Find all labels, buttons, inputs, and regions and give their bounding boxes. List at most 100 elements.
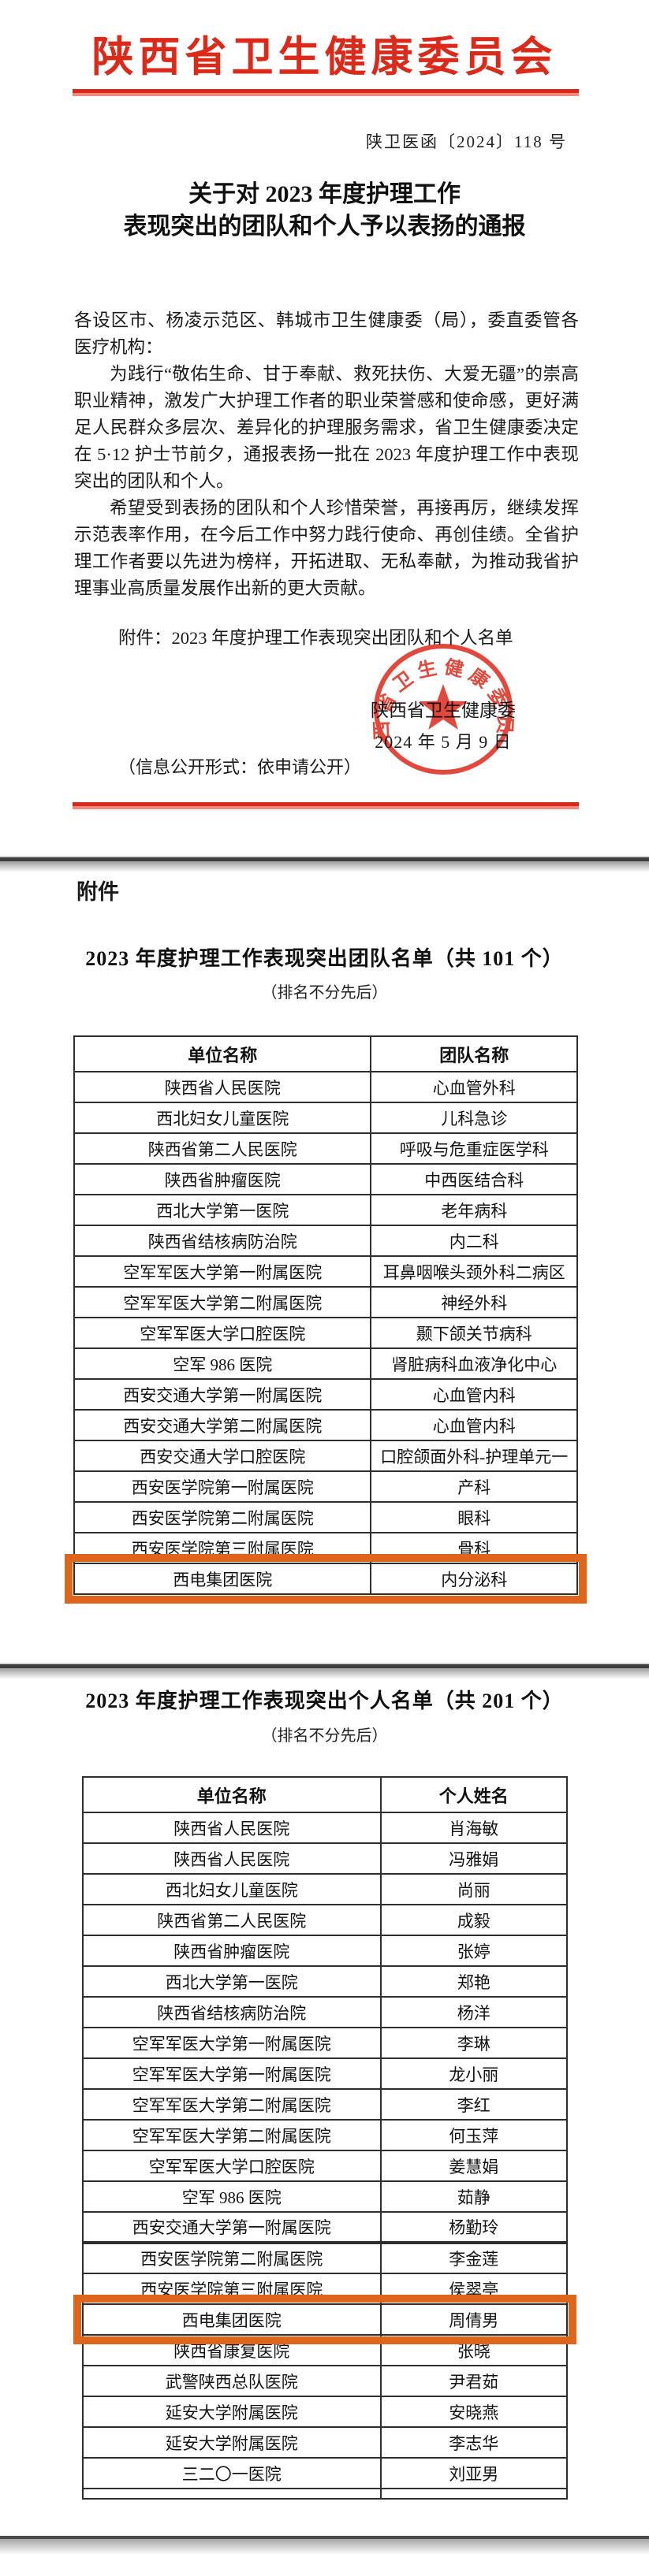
notice-title: 关于对 2023 年度护理工作 表现突出的团队和个人予以表扬的通报 <box>0 178 649 243</box>
value-cell: 周倩男 <box>379 2303 569 2336</box>
signing-date: 2024 年 5 月 9 日 <box>375 732 512 752</box>
unit-cell: 陕西省第二人民医院 <box>73 1132 372 1165</box>
cropped-table-row <box>82 2488 569 2500</box>
table-header-row: 单位名称 团队名称 <box>73 1035 578 1072</box>
table-row: 西安交通大学第一附属医院 心血管内科 <box>73 1378 578 1411</box>
table-header-row: 单位名称 个人姓名 <box>82 1776 569 1813</box>
table-row-highlighted: 西电集团医院 周倩男 <box>73 2295 576 2344</box>
value-cell: 茹静 <box>379 2180 569 2213</box>
unit-cell: 陕西省结核病防治院 <box>73 1225 372 1257</box>
unit-cell: 三二〇一医院 <box>82 2457 382 2489</box>
table-row: 西安医学院第一附属医院 产科 <box>73 1470 578 1503</box>
table-row: 陕西省第二人民医院 成毅 <box>82 1904 569 1936</box>
body-paragraph-1: 为践行“敬佑生命、甘于奉献、救死扶伤、大爱无疆”的崇高职业精神，激发广大护理工作… <box>74 364 579 491</box>
value-cell: 眼科 <box>370 1501 578 1533</box>
value-cell: 骨科 <box>370 1532 578 1564</box>
value-cell: 龙小丽 <box>379 2057 569 2090</box>
unit-cell: 西安医学院第二附属医院 <box>73 1501 372 1533</box>
value-cell: 李琳 <box>379 2027 569 2059</box>
table-row: 空军军医大学第二附属医院 神经外科 <box>73 1286 578 1318</box>
table-row: 西北大学第一医院 郑艳 <box>82 1965 569 1998</box>
value-cell: 尚丽 <box>379 1873 569 1905</box>
seal-star-icon <box>419 684 468 730</box>
table-row: 空军 986 医院 肾脏病科血液净化中心 <box>73 1347 578 1380</box>
value-cell: 刘亚男 <box>379 2457 569 2489</box>
table-row: 空军 986 医院 茹静 <box>82 2180 569 2213</box>
unit-cell: 空军 986 医院 <box>73 1347 372 1380</box>
unit-cell: 空军军医大学第二附属医院 <box>82 2119 382 2151</box>
value-cell: 中西医结合科 <box>370 1163 578 1195</box>
value-cell: 杨勤玲 <box>379 2211 569 2244</box>
value-cell: 内分泌科 <box>370 1563 578 1595</box>
salutation: 各设区市、杨凌示范区、韩城市卫生健康委（局），委直委管各医疗机构： <box>74 310 579 357</box>
unit-cell: 西安医学院第一附属医院 <box>73 1470 372 1503</box>
value-cell: 郑艳 <box>379 1965 569 1998</box>
table-row: 空军军医大学第一附属医院 耳鼻咽喉头颈外科二病区 <box>73 1255 578 1288</box>
value-cell: 颞下颌关节病科 <box>370 1317 578 1349</box>
value-cell: 尹君茹 <box>379 2365 569 2397</box>
table-row: 西安医学院第二附属医院 眼科 <box>73 1501 578 1533</box>
table-row: 陕西省肿瘤医院 张婷 <box>82 1935 569 1967</box>
table-row: 西安交通大学口腔医院 口腔颌面外科-护理单元一 <box>73 1440 578 1472</box>
table-row: 延安大学附属医院 安晓燕 <box>82 2396 569 2428</box>
table-row: 空军军医大学第二附属医院 何玉萍 <box>82 2119 569 2151</box>
unit-cell: 空军军医大学第一附属医院 <box>82 2057 382 2090</box>
document-number: 陕卫医函〔2024〕118 号 <box>366 132 567 151</box>
page-break-divider <box>0 856 649 872</box>
team-list-title: 2023 年度护理工作表现突出团队名单（共 101 个） <box>85 947 564 970</box>
individual-list-title: 2023 年度护理工作表现突出个人名单（共 201 个） <box>85 1689 564 1712</box>
value-cell: 张晓 <box>379 2334 569 2366</box>
value-cell: 李金莲 <box>379 2242 569 2274</box>
table-row-highlighted: 西电集团医院 内分泌科 <box>65 1554 587 1604</box>
unit-cell: 陕西省人民医院 <box>73 1071 372 1103</box>
image-bottom-edge <box>0 2536 649 2555</box>
table-row: 陕西省结核病防治院 内二科 <box>73 1225 578 1257</box>
table-row: 陕西省人民医院 心血管外科 <box>73 1071 578 1103</box>
unit-cell: 陕西省结核病防治院 <box>82 1996 382 2028</box>
table-row: 陕西省肿瘤医院 中西医结合科 <box>73 1163 578 1195</box>
value-cell: 杨洋 <box>379 1996 569 2028</box>
table-row: 陕西省人民医院 冯雅娟 <box>82 1842 569 1875</box>
unit-cell: 陕西省第二人民医院 <box>82 1904 382 1936</box>
unit-cell: 空军 986 医院 <box>82 2180 382 2213</box>
value-cell: 神经外科 <box>370 1286 578 1318</box>
value-cell: 内二科 <box>370 1225 578 1257</box>
table-row: 空军军医大学第二附属医院 李红 <box>82 2088 569 2121</box>
unit-cell: 西安医学院第三附属医院 <box>82 2273 382 2305</box>
unit-cell: 西安医学院第二附属医院 <box>82 2242 382 2274</box>
value-cell: 何玉萍 <box>379 2119 569 2151</box>
value-cell: 张婷 <box>379 1935 569 1967</box>
unit-cell: 西北大学第一医院 <box>73 1194 372 1226</box>
unit-cell: 陕西省肿瘤医院 <box>73 1163 372 1195</box>
unit-cell: 西北大学第一医院 <box>82 1965 382 1998</box>
value-cell: 李红 <box>379 2088 569 2121</box>
value-cell: 耳鼻咽喉头颈外科二病区 <box>370 1255 578 1288</box>
table-row: 西北大学第一医院 老年病科 <box>73 1194 578 1226</box>
value-cell: 产科 <box>370 1470 578 1503</box>
notice-body: 各设区市、杨凌示范区、韩城市卫生健康委（局），委直委管各医疗机构： 为践行“敬佑… <box>74 307 579 602</box>
table-row: 西安交通大学第二附属医院 心血管内科 <box>73 1409 578 1441</box>
attachment-label: 附件 <box>76 880 119 904</box>
agency-title: 陕西省卫生健康委员会 <box>91 35 558 80</box>
page-break-divider <box>0 1663 649 1679</box>
value-cell: 安晓燕 <box>379 2396 569 2428</box>
unit-cell: 空军军医大学第二附属医院 <box>82 2088 382 2121</box>
value-cell: 侯翠亭 <box>379 2273 569 2305</box>
table-row: 空军军医大学口腔医院 姜慧娟 <box>82 2150 569 2182</box>
table-row: 陕西省第二人民医院 呼吸与危重症医学科 <box>73 1132 578 1165</box>
value-cell: 老年病科 <box>370 1194 578 1226</box>
value-cell: 儿科急诊 <box>370 1102 578 1134</box>
unit-cell: 西电集团医院 <box>82 2303 382 2336</box>
team-list-subtitle: （排名不分先后） <box>261 984 388 1002</box>
unit-cell: 空军军医大学口腔医院 <box>82 2150 382 2182</box>
unit-column-header: 单位名称 <box>82 1776 382 1813</box>
table-row: 西安医学院第三附属医院 骨科 <box>73 1532 578 1564</box>
value-cell: 成毅 <box>379 1904 569 1936</box>
unit-cell: 空军军医大学第一附属医院 <box>82 2027 382 2059</box>
value-cell: 心血管外科 <box>370 1071 578 1103</box>
unit-cell: 陕西省人民医院 <box>82 1812 382 1844</box>
unit-cell: 空军军医大学第一附属医院 <box>73 1255 372 1288</box>
unit-cell: 西北妇女儿童医院 <box>73 1102 372 1134</box>
unit-cell: 西安交通大学第一附属医院 <box>73 1378 372 1411</box>
